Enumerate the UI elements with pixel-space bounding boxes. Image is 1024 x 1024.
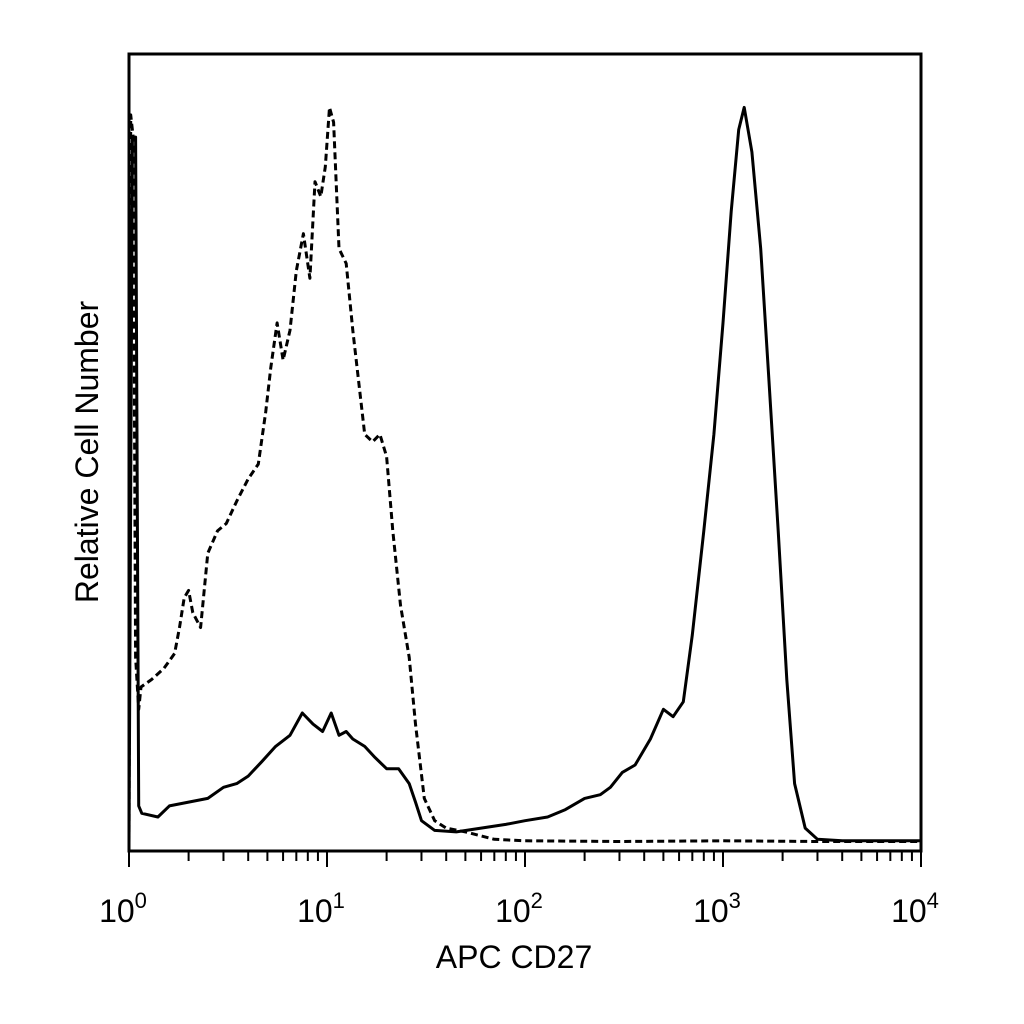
x-tick-layer: 100 101 102 103 104 <box>99 851 939 929</box>
x-tick-label: 101 <box>297 888 345 929</box>
series-layer <box>127 105 921 844</box>
x-tick-label: 104 <box>891 888 939 929</box>
x-tick-label: 102 <box>495 888 543 929</box>
dashed-histogram-line <box>127 105 921 844</box>
x-tick-label: 100 <box>99 888 147 929</box>
x-axis-title: APC CD27 <box>436 939 593 975</box>
plot-frame <box>127 52 923 853</box>
x-tick-label: 103 <box>693 888 741 929</box>
solid-histogram-line <box>127 105 921 844</box>
y-axis-title: Relative Cell Number <box>69 300 105 603</box>
